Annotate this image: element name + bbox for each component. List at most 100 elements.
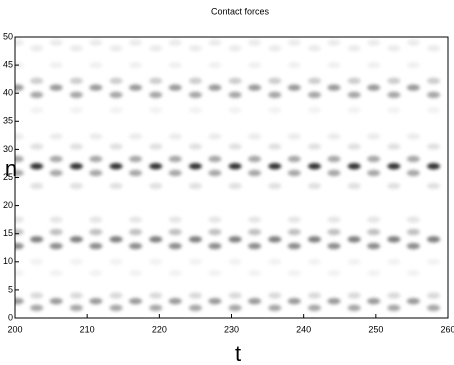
cell bbox=[367, 242, 381, 250]
cell bbox=[168, 269, 182, 277]
cell bbox=[347, 182, 361, 190]
cell bbox=[327, 228, 341, 236]
cell bbox=[15, 297, 24, 305]
cell bbox=[208, 228, 222, 236]
cell bbox=[30, 45, 44, 52]
cell bbox=[15, 216, 24, 223]
x-tick-label: 200 bbox=[7, 324, 22, 334]
cell bbox=[347, 143, 361, 150]
cell bbox=[228, 77, 242, 85]
x-tick-label: 210 bbox=[80, 324, 95, 334]
cell bbox=[149, 106, 163, 114]
cell bbox=[149, 236, 163, 243]
cell bbox=[406, 155, 420, 163]
cell bbox=[89, 133, 103, 140]
cell bbox=[208, 297, 222, 305]
cell bbox=[49, 216, 63, 223]
cell bbox=[15, 61, 24, 69]
cell bbox=[89, 269, 103, 277]
cell bbox=[268, 45, 282, 52]
cell bbox=[30, 163, 44, 170]
cell bbox=[347, 292, 361, 299]
cell bbox=[427, 258, 441, 265]
cell bbox=[248, 133, 262, 140]
cell bbox=[327, 155, 341, 163]
cell bbox=[168, 61, 182, 69]
cell bbox=[248, 84, 262, 91]
x-tick-label: 230 bbox=[224, 324, 239, 334]
x-axis-label: t bbox=[235, 341, 241, 365]
cell bbox=[129, 169, 143, 177]
cell bbox=[248, 155, 262, 163]
cell bbox=[228, 163, 242, 170]
cell bbox=[15, 242, 24, 250]
y-axis-label: n bbox=[5, 156, 17, 181]
cell bbox=[268, 163, 282, 170]
cell bbox=[307, 106, 321, 114]
cell bbox=[69, 106, 83, 114]
plot-area bbox=[15, 39, 441, 312]
cell bbox=[149, 292, 163, 299]
cell bbox=[109, 106, 123, 114]
cell bbox=[268, 106, 282, 114]
cell bbox=[367, 216, 381, 223]
cell bbox=[15, 84, 24, 91]
cell bbox=[287, 155, 301, 163]
cell bbox=[49, 61, 63, 69]
cell bbox=[208, 84, 222, 91]
cell bbox=[149, 304, 163, 312]
cell bbox=[307, 236, 321, 243]
cell bbox=[30, 91, 44, 99]
cell bbox=[387, 258, 401, 265]
cell bbox=[109, 304, 123, 312]
cell bbox=[307, 258, 321, 265]
cell bbox=[427, 182, 441, 190]
cell bbox=[228, 106, 242, 114]
cell bbox=[208, 216, 222, 223]
cell bbox=[109, 91, 123, 99]
cell bbox=[15, 269, 24, 277]
cell bbox=[367, 133, 381, 140]
cell bbox=[327, 39, 341, 46]
cell bbox=[406, 133, 420, 140]
cell bbox=[228, 258, 242, 265]
cell bbox=[427, 45, 441, 52]
cell bbox=[188, 258, 202, 265]
cell bbox=[69, 258, 83, 265]
cell bbox=[49, 169, 63, 177]
cell bbox=[287, 39, 301, 46]
cell bbox=[188, 236, 202, 243]
cell bbox=[208, 169, 222, 177]
cell bbox=[129, 84, 143, 91]
cell bbox=[129, 297, 143, 305]
cell bbox=[30, 77, 44, 85]
cell bbox=[208, 133, 222, 140]
cell bbox=[406, 169, 420, 177]
cell bbox=[149, 91, 163, 99]
y-tick-label: 50 bbox=[3, 31, 13, 41]
cell bbox=[49, 84, 63, 91]
y-tick-label: 20 bbox=[3, 200, 13, 210]
cell bbox=[268, 258, 282, 265]
cell bbox=[109, 77, 123, 85]
y-tick-label: 15 bbox=[3, 228, 13, 238]
cell bbox=[149, 258, 163, 265]
cell bbox=[208, 242, 222, 250]
cell bbox=[228, 292, 242, 299]
cell bbox=[367, 297, 381, 305]
cell bbox=[367, 169, 381, 177]
cell bbox=[248, 216, 262, 223]
y-tick-label: 0 bbox=[8, 312, 13, 322]
cell bbox=[49, 39, 63, 46]
cell bbox=[268, 143, 282, 150]
cell bbox=[427, 77, 441, 85]
cell bbox=[109, 182, 123, 190]
cell bbox=[109, 292, 123, 299]
cell bbox=[307, 304, 321, 312]
cell bbox=[268, 304, 282, 312]
cell bbox=[188, 182, 202, 190]
y-tick-label: 40 bbox=[3, 88, 13, 98]
cell bbox=[129, 216, 143, 223]
cell bbox=[188, 143, 202, 150]
